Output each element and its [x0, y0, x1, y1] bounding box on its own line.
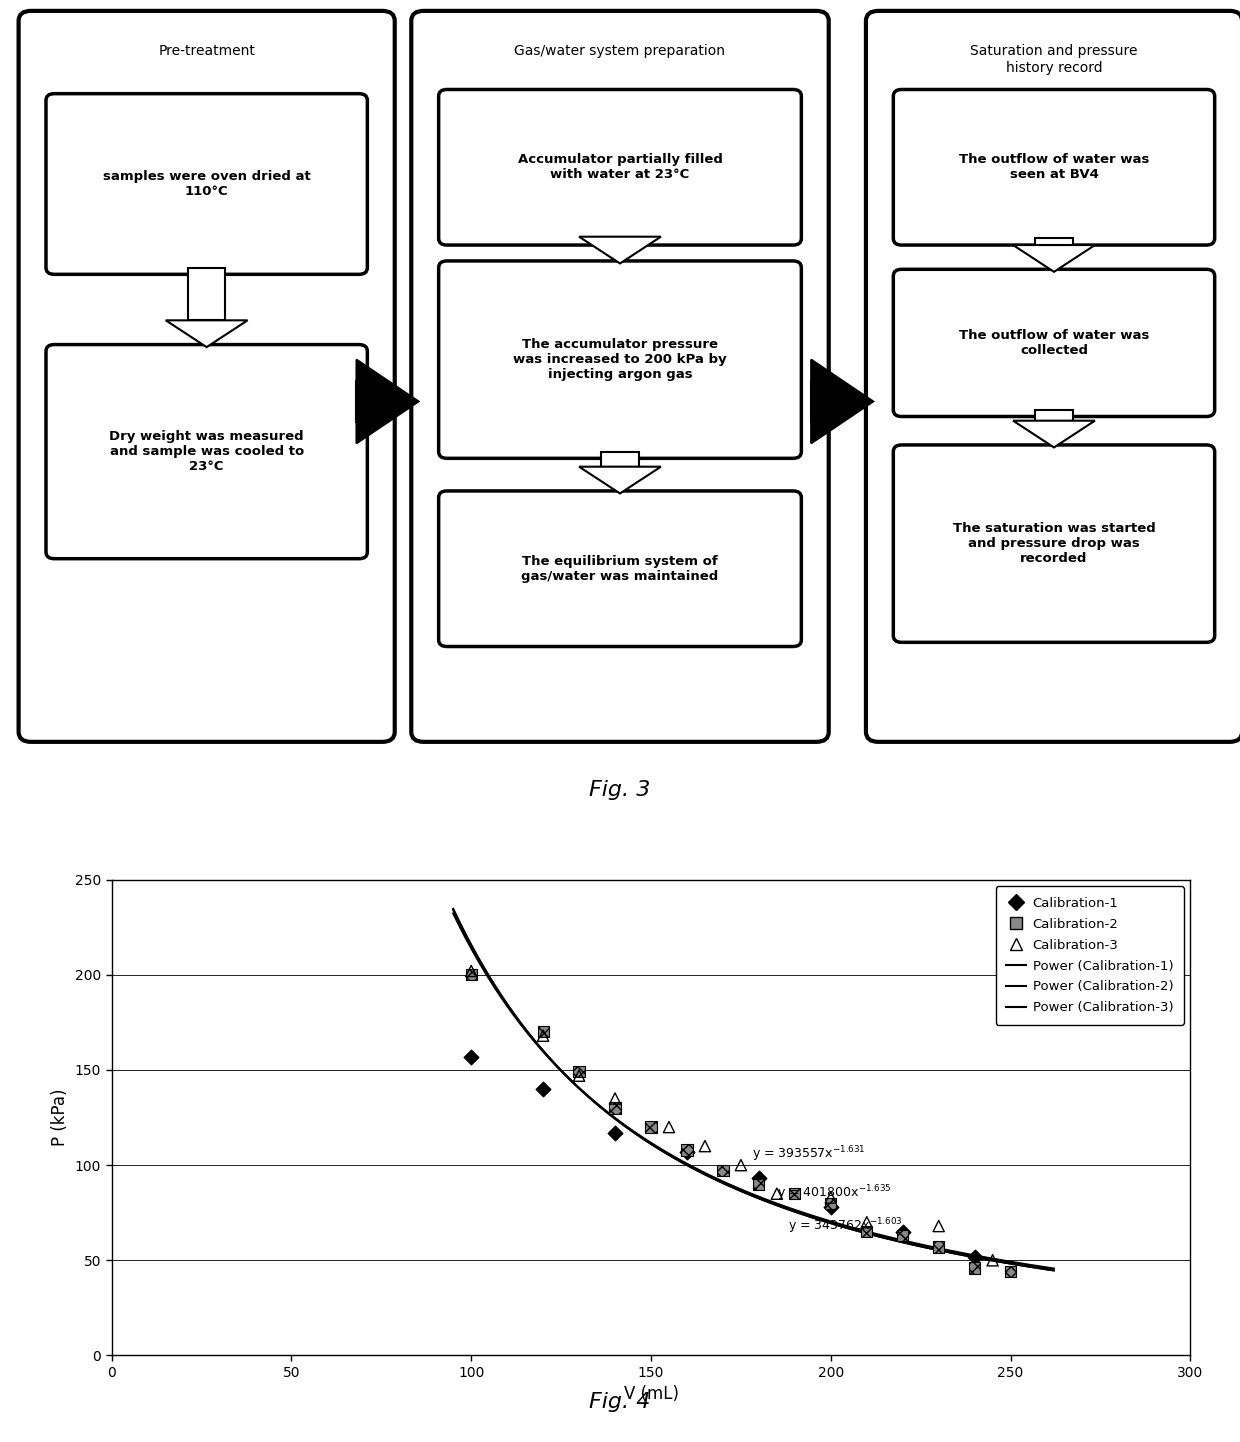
Point [749, 1167, 769, 1190]
Point [929, 1236, 949, 1259]
Polygon shape [579, 236, 661, 264]
Text: Gas/water system preparation: Gas/water system preparation [515, 45, 725, 58]
Point [766, 1182, 787, 1206]
Point [533, 1021, 553, 1044]
Text: The accumulator pressure
was increased to 200 kPa by
injecting argon gas: The accumulator pressure was increased t… [513, 337, 727, 381]
FancyBboxPatch shape [188, 268, 226, 320]
Point [857, 1220, 877, 1243]
Point [965, 1244, 985, 1268]
Point [605, 1122, 625, 1145]
Text: Fig. 3: Fig. 3 [589, 780, 651, 800]
Text: The outflow of water was
collected: The outflow of water was collected [959, 329, 1149, 358]
Polygon shape [579, 467, 661, 493]
Point [569, 1060, 589, 1083]
Text: y = 343762x$^{-1.603}$: y = 343762x$^{-1.603}$ [787, 1216, 903, 1236]
Point [713, 1159, 733, 1182]
Point [965, 1256, 985, 1279]
Point [569, 1064, 589, 1087]
Polygon shape [1013, 245, 1095, 271]
Polygon shape [1013, 421, 1095, 447]
FancyBboxPatch shape [46, 345, 367, 558]
Point [893, 1224, 913, 1247]
FancyBboxPatch shape [601, 451, 639, 467]
Polygon shape [166, 320, 248, 348]
Point [677, 1138, 697, 1161]
Point [461, 1045, 481, 1069]
FancyBboxPatch shape [439, 261, 801, 459]
Point [461, 963, 481, 986]
Text: y = 393557x$^{-1.631}$: y = 393557x$^{-1.631}$ [751, 1144, 866, 1164]
Text: Pre-treatment: Pre-treatment [159, 45, 255, 58]
Point [694, 1135, 714, 1158]
Text: The outflow of water was
seen at BV4: The outflow of water was seen at BV4 [959, 153, 1149, 182]
Point [533, 1077, 553, 1100]
FancyBboxPatch shape [866, 12, 1240, 741]
Text: Fig. 4: Fig. 4 [589, 1392, 651, 1412]
FancyBboxPatch shape [19, 12, 394, 741]
Point [677, 1141, 697, 1164]
Text: Saturation and pressure
history record: Saturation and pressure history record [970, 45, 1138, 75]
Point [461, 959, 481, 982]
Point [857, 1211, 877, 1234]
FancyBboxPatch shape [1035, 238, 1073, 245]
Point [641, 1116, 661, 1139]
Point [660, 1116, 680, 1139]
FancyBboxPatch shape [46, 94, 367, 274]
Polygon shape [811, 381, 821, 423]
Text: samples were oven dried at
110°C: samples were oven dried at 110°C [103, 170, 310, 198]
Y-axis label: P (kPa): P (kPa) [51, 1089, 69, 1146]
Point [732, 1154, 751, 1177]
Text: The equilibrium system of
gas/water was maintained: The equilibrium system of gas/water was … [521, 555, 719, 583]
FancyBboxPatch shape [893, 89, 1215, 245]
FancyBboxPatch shape [893, 270, 1215, 417]
Point [605, 1087, 625, 1110]
FancyBboxPatch shape [412, 12, 828, 741]
Point [821, 1195, 841, 1218]
FancyBboxPatch shape [439, 89, 801, 245]
Point [893, 1220, 913, 1243]
Text: Accumulator partially filled
with water at 23°C: Accumulator partially filled with water … [517, 153, 723, 182]
Point [749, 1172, 769, 1195]
FancyBboxPatch shape [893, 446, 1215, 642]
Polygon shape [357, 381, 387, 423]
FancyBboxPatch shape [1035, 410, 1073, 421]
Text: y = 401800x$^{-1.635}$: y = 401800x$^{-1.635}$ [776, 1184, 892, 1204]
FancyBboxPatch shape [439, 490, 801, 646]
Point [982, 1249, 1002, 1272]
Text: The saturation was started
and pressure drop was
recorded: The saturation was started and pressure … [952, 522, 1156, 565]
Polygon shape [811, 359, 873, 443]
Point [785, 1182, 805, 1206]
Point [929, 1214, 949, 1237]
Point [605, 1096, 625, 1119]
Polygon shape [357, 359, 418, 443]
Text: Dry weight was measured
and sample was cooled to
23°C: Dry weight was measured and sample was c… [109, 430, 304, 473]
Point [533, 1024, 553, 1047]
Legend: Calibration-1, Calibration-2, Calibration-3, Power (Calibration-1), Power (Calib: Calibration-1, Calibration-2, Calibratio… [996, 887, 1184, 1025]
Point [1001, 1260, 1021, 1283]
FancyBboxPatch shape [601, 236, 639, 238]
Point [821, 1191, 841, 1214]
Point [821, 1185, 841, 1208]
X-axis label: V (mL): V (mL) [624, 1386, 678, 1403]
